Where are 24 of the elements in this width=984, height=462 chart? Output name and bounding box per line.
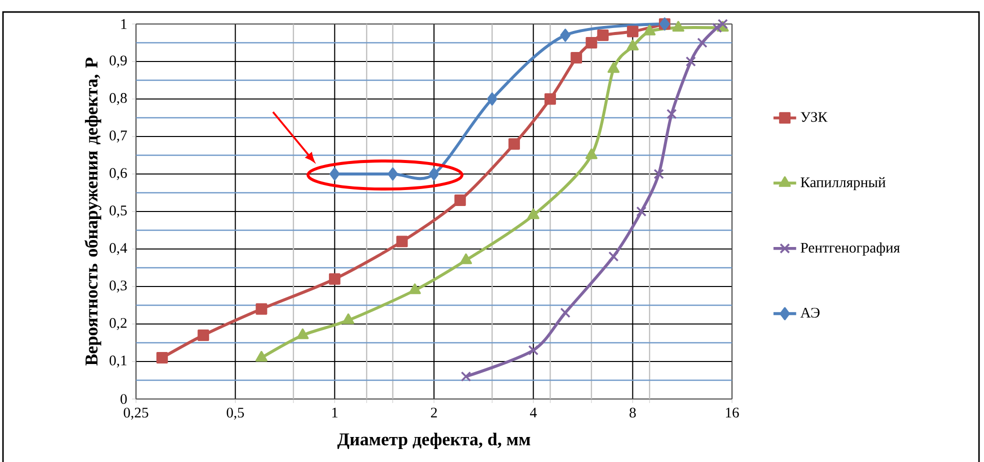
y-tick-label: 0,3 bbox=[110, 280, 127, 292]
y-tick-label: 0,4 bbox=[110, 243, 128, 255]
y-axis-title: Вероятность обнаружения дефекта, Р bbox=[84, 58, 102, 366]
y-tick-label: 0,6 bbox=[110, 168, 127, 180]
legend-label: АЭ bbox=[800, 308, 820, 318]
y-tick-label: 0,8 bbox=[110, 93, 127, 105]
y-tick-label: 0,7 bbox=[110, 130, 127, 142]
y-tick-label: 1 bbox=[121, 19, 126, 29]
y-tick-label: 0 bbox=[120, 394, 127, 404]
y-tick-label: 0,2 bbox=[110, 318, 127, 330]
x-tick-label: 16 bbox=[726, 408, 739, 418]
x-axis-title: Диаметр дефекта, d, мм bbox=[337, 432, 530, 450]
legend-label: УЗК bbox=[800, 112, 828, 122]
x-tick-label: 0,5 bbox=[226, 408, 244, 420]
x-tick-label: 4 bbox=[530, 408, 537, 418]
x-tick-label: 2 bbox=[430, 408, 437, 418]
y-tick-label: 0,5 bbox=[110, 206, 127, 218]
x-tick-label: 1 bbox=[332, 408, 338, 418]
y-tick-label: 0,9 bbox=[110, 56, 127, 68]
y-tick-label: 0,1 bbox=[110, 356, 126, 368]
legend-label: Рентгенография bbox=[800, 242, 900, 256]
x-tick-label: 0,25 bbox=[124, 408, 148, 420]
x-tick-label: 8 bbox=[630, 408, 636, 418]
legend-label: Капиллярный bbox=[800, 177, 886, 190]
